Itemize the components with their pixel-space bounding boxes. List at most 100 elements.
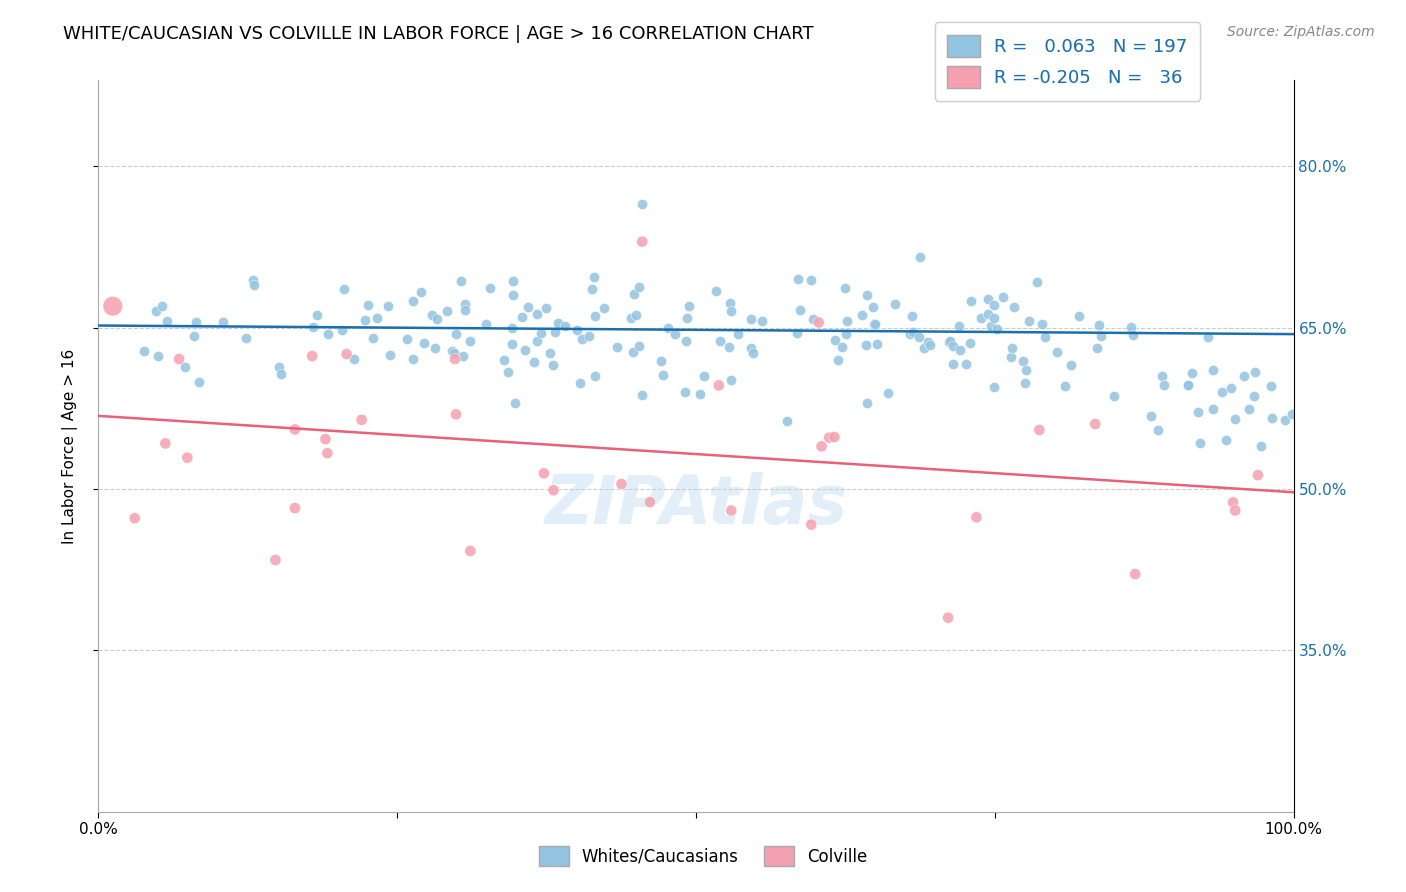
Point — [475, 317, 498, 331]
Point — [976, 292, 998, 306]
Point — [1069, 309, 1091, 323]
Point — [302, 319, 325, 334]
Point — [1202, 402, 1225, 417]
Text: WHITE/CAUCASIAN VS COLVILLE IN LABOR FORCE | AGE > 16 CORRELATION CHART: WHITE/CAUCASIAN VS COLVILLE IN LABOR FOR… — [63, 25, 814, 43]
Point — [444, 352, 467, 367]
Point — [786, 326, 808, 341]
Point — [316, 446, 339, 460]
Point — [818, 431, 841, 445]
Point — [423, 341, 446, 355]
Point — [1015, 363, 1038, 377]
Point — [124, 511, 146, 525]
Point — [333, 282, 356, 296]
Point — [1045, 345, 1067, 359]
Point — [1202, 363, 1225, 377]
Point — [789, 302, 811, 317]
Point — [167, 352, 190, 367]
Point — [523, 354, 546, 368]
Legend: R =   0.063   N = 197, R = -0.205   N =   36: R = 0.063 N = 197, R = -0.205 N = 36 — [935, 22, 1201, 101]
Point — [938, 334, 960, 349]
Point — [810, 439, 832, 453]
Point — [786, 272, 808, 286]
Point — [156, 314, 179, 328]
Point — [955, 357, 977, 371]
Point — [1123, 567, 1146, 582]
Point — [547, 316, 569, 330]
Point — [1260, 379, 1282, 393]
Point — [101, 299, 124, 313]
Point — [942, 357, 965, 371]
Point — [856, 288, 879, 302]
Point — [350, 413, 373, 427]
Point — [592, 301, 614, 315]
Point — [436, 304, 458, 318]
Point — [831, 340, 853, 354]
Point — [1087, 341, 1109, 355]
Point — [361, 331, 384, 345]
Point — [529, 326, 551, 340]
Point — [834, 281, 856, 295]
Point — [918, 338, 941, 352]
Point — [980, 319, 1002, 334]
Point — [1031, 317, 1053, 331]
Point — [621, 345, 644, 359]
Point — [800, 517, 823, 532]
Point — [284, 422, 307, 436]
Point — [936, 611, 959, 625]
Point — [1060, 359, 1083, 373]
Point — [1250, 439, 1272, 453]
Point — [827, 352, 849, 367]
Text: ZIPAtlas: ZIPAtlas — [544, 472, 848, 538]
Point — [741, 346, 763, 360]
Point — [585, 369, 607, 384]
Point — [440, 344, 463, 359]
Point — [1177, 378, 1199, 392]
Point — [502, 275, 524, 289]
Point — [270, 367, 292, 381]
Point — [565, 323, 588, 337]
Point — [676, 311, 699, 326]
Point — [377, 299, 399, 313]
Point — [709, 334, 731, 348]
Point — [631, 197, 654, 211]
Point — [1152, 368, 1174, 383]
Point — [174, 360, 197, 375]
Point — [1211, 385, 1233, 400]
Point — [776, 413, 799, 427]
Point — [627, 339, 650, 353]
Point — [1243, 389, 1265, 403]
Point — [412, 335, 434, 350]
Point — [183, 328, 205, 343]
Point — [267, 359, 290, 374]
Point — [330, 323, 353, 337]
Point — [1000, 350, 1022, 364]
Point — [1090, 328, 1112, 343]
Point — [316, 327, 339, 342]
Point — [494, 352, 516, 367]
Point — [454, 302, 477, 317]
Point — [568, 376, 591, 391]
Text: Source: ZipAtlas.com: Source: ZipAtlas.com — [1227, 25, 1375, 39]
Point — [740, 312, 762, 326]
Point — [357, 298, 380, 312]
Point — [1197, 330, 1219, 344]
Point — [336, 347, 359, 361]
Point — [727, 326, 749, 341]
Point — [146, 349, 169, 363]
Point — [800, 273, 823, 287]
Point — [606, 340, 628, 354]
Point — [541, 359, 564, 373]
Point — [538, 346, 561, 360]
Point — [983, 380, 1005, 394]
Point — [901, 325, 924, 339]
Point — [152, 300, 174, 314]
Point — [315, 432, 337, 446]
Point — [1018, 314, 1040, 328]
Point — [678, 299, 700, 313]
Point — [912, 341, 935, 355]
Point — [917, 334, 939, 349]
Point — [426, 312, 449, 326]
Point — [718, 295, 741, 310]
Point — [673, 385, 696, 400]
Point — [554, 318, 576, 333]
